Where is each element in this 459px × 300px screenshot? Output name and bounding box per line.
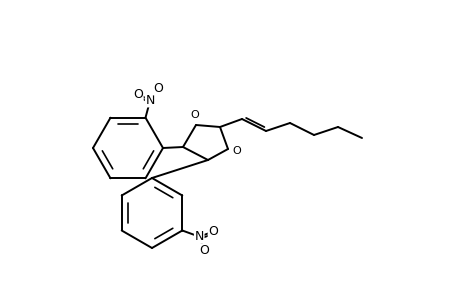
Text: O: O [208, 225, 218, 238]
Text: O: O [199, 244, 209, 257]
Text: N: N [194, 230, 203, 243]
Text: O: O [153, 82, 163, 95]
Text: O: O [190, 110, 199, 120]
Text: O: O [231, 146, 240, 156]
Text: N: N [145, 94, 155, 107]
Text: O: O [133, 88, 143, 101]
